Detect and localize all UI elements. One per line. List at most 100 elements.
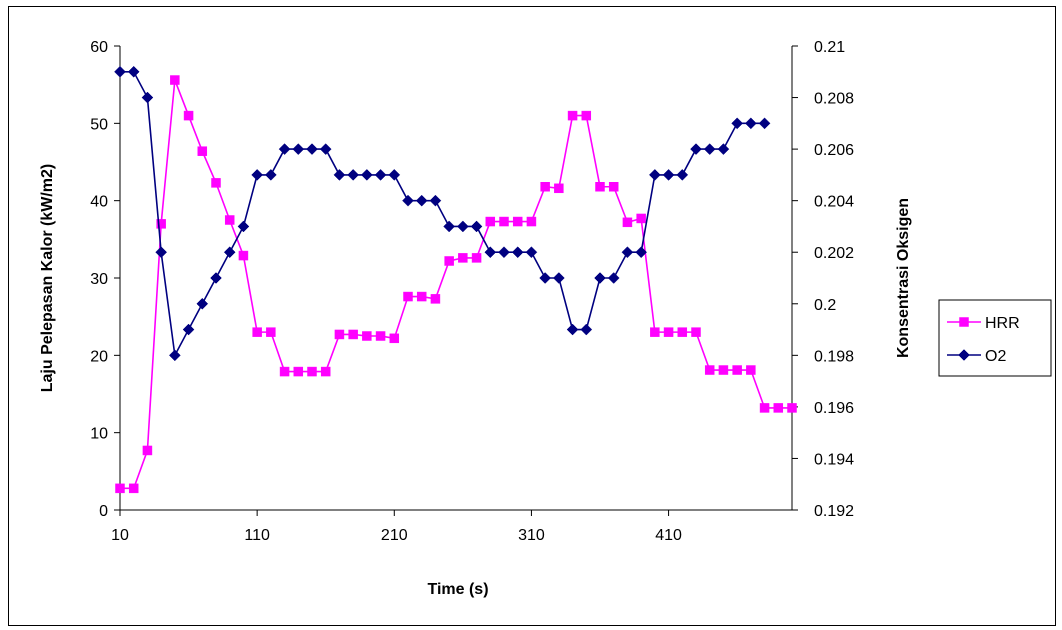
left-axis-tick-label: 60: [90, 39, 108, 56]
point-o2: [292, 143, 305, 155]
left-axis-tick-label: 30: [90, 271, 108, 288]
point-hrr: [595, 181, 605, 192]
point-hrr: [293, 366, 304, 377]
point-o2: [237, 220, 250, 233]
point-o2: [498, 246, 510, 259]
point-hrr: [567, 110, 578, 121]
point-o2: [594, 272, 606, 284]
left-axis-tick-label: 0: [99, 503, 108, 520]
point-o2: [607, 272, 620, 284]
legend-label: O2: [985, 348, 1006, 365]
axes: 01020304050600.1920.1940.1960.1980.20.20…: [39, 39, 912, 598]
point-o2: [319, 143, 332, 155]
right-axis-tick-label: 0.204: [814, 194, 854, 211]
point-o2: [580, 323, 593, 336]
point-o2: [429, 194, 442, 207]
point-o2: [511, 246, 524, 259]
right-axis-tick-label: 0.192: [814, 503, 854, 520]
point-hrr: [444, 256, 454, 266]
point-hrr: [677, 327, 688, 337]
point-o2: [127, 65, 140, 78]
point-o2: [635, 246, 647, 259]
point-hrr: [622, 217, 633, 228]
point-hrr: [403, 291, 413, 302]
left-axis-tick-label: 10: [90, 426, 108, 443]
point-hrr: [375, 331, 386, 341]
legend-item-o2: O2: [947, 348, 1006, 365]
point-o2: [662, 169, 675, 181]
x-axis-tick-label: 10: [111, 527, 129, 544]
point-hrr: [362, 331, 372, 341]
point-o2: [717, 143, 730, 155]
point-hrr: [279, 366, 290, 377]
right-axis-tick-label: 0.194: [814, 451, 854, 468]
point-hrr: [211, 178, 221, 188]
point-hrr: [485, 216, 496, 227]
series-line-o2: [120, 70, 765, 358]
point-hrr: [512, 216, 523, 227]
point-o2: [223, 246, 236, 259]
point-hrr: [773, 403, 784, 413]
point-hrr: [266, 327, 276, 337]
right-axis-title: Konsentrasi Oksigen: [895, 198, 912, 358]
x-axis-tick-label: 310: [518, 527, 545, 544]
point-hrr: [170, 75, 180, 85]
series-o2: [114, 65, 771, 362]
point-o2: [141, 91, 154, 104]
right-axis-tick-label: 0.198: [814, 348, 854, 365]
point-hrr: [252, 327, 262, 337]
point-o2: [265, 169, 277, 181]
point-hrr: [458, 253, 468, 263]
point-o2: [484, 246, 497, 259]
point-hrr: [608, 181, 619, 192]
point-hrr: [746, 365, 756, 375]
point-o2: [361, 169, 373, 181]
point-o2: [553, 272, 565, 284]
point-o2: [415, 194, 428, 207]
legend-swatch-marker: [959, 317, 969, 327]
point-o2: [333, 169, 346, 181]
point-o2: [210, 272, 222, 284]
point-o2: [374, 169, 387, 181]
point-o2: [182, 323, 195, 336]
legend: HRR O2: [938, 299, 1052, 377]
left-axis-tick-label: 40: [90, 194, 108, 211]
point-o2: [388, 169, 401, 181]
point-hrr: [142, 445, 153, 456]
right-axis-tick-label: 0.202: [814, 245, 854, 262]
point-o2: [758, 117, 771, 130]
x-axis-tick-label: 110: [244, 527, 270, 544]
point-hrr: [348, 329, 358, 340]
point-o2: [347, 169, 359, 181]
point-hrr: [526, 216, 537, 227]
legend-box: [938, 299, 1052, 377]
point-o2: [731, 117, 743, 130]
point-hrr: [636, 213, 646, 224]
point-o2: [539, 272, 551, 284]
point-hrr: [554, 183, 564, 194]
point-hrr: [183, 110, 194, 121]
point-o2: [676, 169, 689, 181]
point-o2: [690, 143, 702, 155]
point-hrr: [718, 365, 729, 375]
point-o2: [306, 143, 318, 155]
point-o2: [251, 169, 263, 181]
x-axis-tick-label: 210: [381, 527, 408, 544]
point-hrr: [430, 294, 441, 304]
point-hrr: [334, 329, 345, 340]
point-hrr: [787, 403, 797, 413]
legend-item-hrr: HRR: [947, 315, 1020, 332]
point-hrr: [650, 327, 660, 337]
point-hrr: [224, 215, 235, 225]
right-axis-tick-label: 0.196: [814, 400, 854, 417]
point-o2: [196, 297, 209, 310]
right-axis-tick-label: 0.208: [814, 91, 854, 108]
point-hrr: [663, 327, 674, 337]
legend-label: HRR: [985, 315, 1020, 332]
point-o2: [402, 194, 414, 207]
series-layer: [114, 65, 797, 494]
point-hrr: [691, 327, 701, 337]
left-axis-title: Laju Pelepasan Kalor (kW/m2): [39, 164, 56, 393]
legend-swatch-marker: [958, 349, 970, 361]
